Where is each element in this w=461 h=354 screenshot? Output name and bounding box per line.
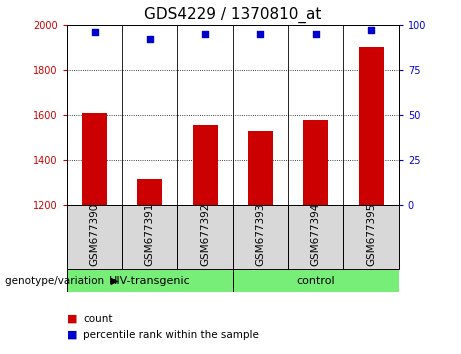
Bar	[248, 131, 273, 205]
Text: GSM677395: GSM677395	[366, 202, 376, 266]
Bar	[359, 47, 384, 205]
Point	[312, 31, 319, 37]
Bar	[233, 205, 288, 269]
Bar	[67, 205, 122, 269]
Bar	[82, 113, 107, 205]
Point	[146, 36, 154, 42]
Point	[257, 31, 264, 37]
Bar	[343, 205, 399, 269]
Bar	[233, 269, 399, 292]
Bar	[137, 179, 162, 205]
Text: control: control	[296, 275, 335, 286]
Text: GSM677392: GSM677392	[200, 202, 210, 266]
Bar	[67, 269, 233, 292]
Text: genotype/variation  ▶: genotype/variation ▶	[5, 275, 118, 286]
Text: ■: ■	[67, 314, 77, 324]
Title: GDS4229 / 1370810_at: GDS4229 / 1370810_at	[144, 7, 321, 23]
Text: GSM677393: GSM677393	[255, 202, 266, 266]
Point	[201, 31, 209, 37]
Bar	[303, 120, 328, 205]
Text: GSM677390: GSM677390	[89, 202, 100, 266]
Text: count: count	[83, 314, 112, 324]
Text: GSM677394: GSM677394	[311, 202, 321, 266]
Bar	[122, 205, 177, 269]
Bar	[193, 125, 218, 205]
Point	[367, 27, 375, 33]
Bar	[288, 205, 343, 269]
Text: percentile rank within the sample: percentile rank within the sample	[83, 330, 259, 339]
Text: HIV-transgenic: HIV-transgenic	[109, 275, 191, 286]
Text: ■: ■	[67, 330, 77, 339]
Point	[91, 29, 98, 35]
Bar	[177, 205, 233, 269]
Text: GSM677391: GSM677391	[145, 202, 155, 266]
